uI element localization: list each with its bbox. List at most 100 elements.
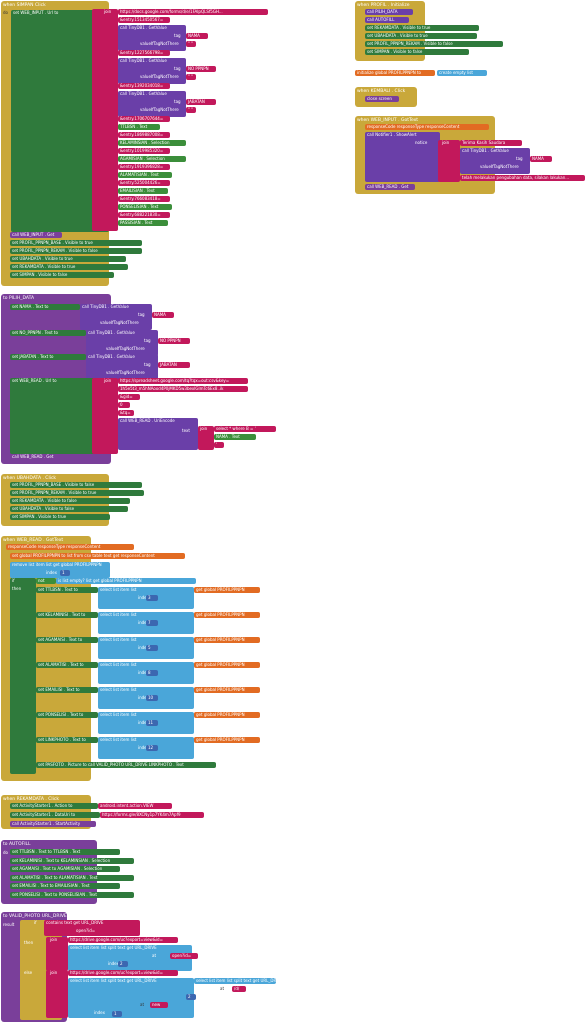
web-read-index-value[interactable]: 12: [146, 745, 158, 751]
pilih-set-nama[interactable]: set NAMA . Text to: [10, 304, 80, 310]
simpan-entry8[interactable]: &entry.525004426=: [118, 180, 170, 186]
rekamdata-l1[interactable]: set ActivityStarter1 . Action to: [10, 803, 98, 809]
web-read-pasfoto[interactable]: set PASFOTO . Picture to call VALID_PHOT…: [36, 762, 216, 768]
valid-photo-else-url[interactable]: https://drive.google.com/uc?export=view&…: [68, 970, 178, 976]
simpan-set-rekamdata[interactable]: set REKAMDATA . Visible to true: [10, 264, 128, 270]
web-read-get-global[interactable]: get global PROFILPPNPN: [194, 687, 260, 693]
ubahdata-l1[interactable]: set PROFIL_PPNPN_BASE . Visible to false: [10, 482, 142, 488]
simpan-entry7[interactable]: &entry.1919396828=: [118, 164, 170, 170]
ubahdata-l3[interactable]: set REKAMDATA . Visible to false: [10, 498, 130, 504]
simpan-entry10[interactable]: &entry.688221830=: [118, 212, 170, 218]
pilih-set-no[interactable]: set NO_PPNPN . Text to: [10, 330, 86, 336]
pilih-set-web-read[interactable]: set WEB_READ . Url to: [10, 378, 106, 454]
valid-photo-else-d[interactable]: /d/: [232, 986, 246, 992]
web-read-get-global[interactable]: get global PROFILPPNPN: [194, 612, 260, 618]
simpan-tinydb-jab[interactable]: call TinyDB1 . GetValue tag valueIfTagNo…: [118, 91, 186, 117]
pilih-zero[interactable]: 0: [118, 402, 130, 408]
pilih-key[interactable]: 1h5e5t3_m5hNAood4P0jMKD5w3bexIGlmTc6Ex8.…: [118, 386, 248, 392]
simpan-agamisian[interactable]: AGAMISIAN . Selection: [118, 156, 186, 162]
pilih-select[interactable]: select * where B = ': [214, 426, 276, 432]
rekamdata-action[interactable]: android.intent.action.VIEW: [98, 803, 172, 809]
pilih-inner-join[interactable]: join: [198, 426, 214, 450]
pilih-url[interactable]: https://spreadsheet.google.com/tq?tqx=ou…: [118, 378, 248, 384]
init-global-profil[interactable]: initialize global PROFILPPNPN to: [355, 70, 435, 76]
simpan-entry1[interactable]: &entry.1513450567=: [118, 17, 170, 23]
simpan-set-simpan[interactable]: set SIMPAN . Visible to false: [10, 272, 114, 278]
pilih-nama-literal[interactable]: NAMA: [152, 312, 174, 318]
simpan-entry2[interactable]: &entry.1227566798=: [118, 50, 170, 56]
web-read-set-row[interactable]: set AGAMAISI . Text to: [36, 637, 98, 643]
web-read-get-global[interactable]: get global PROFILPPNPN: [194, 737, 260, 743]
pilih-tinydb-nama[interactable]: call TinyDB1 . GetValue tag valueIfTagNo…: [80, 304, 152, 330]
pilih-nama-text[interactable]: NAMA . Text: [214, 434, 256, 440]
notifier-nama[interactable]: NAMA: [530, 156, 552, 162]
pilih-tinydb-jab[interactable]: call TinyDB1 . GetValue tag valueIfTagNo…: [86, 354, 158, 380]
rekamdata-l2[interactable]: set ActivityStarter1 . DataUri to: [10, 812, 100, 818]
pilih-jab-literal[interactable]: JABATAN: [158, 362, 190, 368]
notifier-done[interactable]: telah melakukan pengubahan data, silakan…: [460, 175, 585, 181]
pilih-call-get[interactable]: call WEB_READ . Get: [10, 454, 60, 460]
valid-photo-else-sel[interactable]: select list item list split text get URL…: [68, 978, 194, 1018]
simpan-entry3[interactable]: &entry.1392034018=: [118, 83, 170, 89]
valid-photo-else-join[interactable]: join: [46, 970, 68, 1018]
notifier-tinydb[interactable]: call TinyDB1 . GetValue tag valueIfTagNo…: [460, 148, 530, 174]
simpan-no-literal[interactable]: NO PPNPN: [186, 66, 216, 72]
simpan-tinydb-nama[interactable]: call TinyDB1 . GetValue tag valueIfTagNo…: [118, 25, 186, 51]
web-read-set-row[interactable]: set PONSELISI . Text to: [36, 712, 98, 718]
web-read-get-global[interactable]: get global PROFILPPNPN: [194, 587, 260, 593]
simpan-set-base[interactable]: set PROFIL_PPNPN_BASE . Visible to true: [10, 240, 142, 246]
notifier-thanks[interactable]: Terima Kasih Saudara: [460, 140, 522, 146]
kembali-close[interactable]: close screen: [365, 96, 399, 102]
pilih-set-jabatan[interactable]: set JABATAN . Text to: [10, 354, 86, 360]
simpan-empty2[interactable]: " ": [186, 74, 196, 80]
pilih-no-literal[interactable]: NO PPNPN: [158, 338, 190, 344]
web-read-set-row[interactable]: set ALAMATISI . Text to: [36, 662, 98, 668]
simpan-call-web-input[interactable]: call WEB_INPUT . Get: [10, 232, 62, 238]
simpan-jab-literal[interactable]: JABATAN: [186, 99, 216, 105]
pilih-join[interactable]: join: [92, 378, 118, 454]
valid-photo-else-inner[interactable]: select list item list split text get URL…: [194, 978, 276, 984]
profil-call-pilih[interactable]: call PILIH_DATA: [365, 9, 413, 15]
valid-photo-else-one[interactable]: 1: [112, 1011, 122, 1017]
web-read-get-global[interactable]: get global PROFILPPNPN: [194, 662, 260, 668]
simpan-kelaminsian[interactable]: KELAMINSIAN . Selection: [118, 140, 186, 146]
simpan-alamatisian[interactable]: ALAMATISIAN . Text: [118, 172, 172, 178]
web-read-if[interactable]: if then: [10, 578, 36, 774]
web-read-get-global[interactable]: get global PROFILPPNPN: [194, 637, 260, 643]
simpan-emailisian[interactable]: EMAILISIAN . Text: [118, 188, 168, 194]
profil-set-ubahdata[interactable]: set UBAHDATA . Visible to true: [365, 33, 477, 39]
pilih-tq[interactable]: &tq=: [118, 410, 134, 416]
autofill-row[interactable]: set TTLBSN . Text to TTLBSN . Text: [10, 849, 120, 855]
web-read-not[interactable]: not: [36, 578, 56, 584]
web-read-index-value[interactable]: 11: [146, 720, 158, 726]
simpan-entry4[interactable]: &entry.1706707644=: [118, 116, 170, 122]
profil-set-simpan[interactable]: set SIMPAN . Visible to false: [365, 49, 469, 55]
simpan-join[interactable]: join: [92, 9, 118, 231]
profil-set-rekam[interactable]: set PROFIL_PPNPN_REKAM . Visible to fals…: [365, 41, 503, 47]
web-read-index-value[interactable]: 8: [146, 670, 158, 676]
profil-call-autofill[interactable]: call AUTOFILL: [365, 17, 409, 23]
valid-photo-else-new[interactable]: new: [150, 1002, 168, 1008]
web-read-index-value[interactable]: 7: [146, 620, 158, 626]
pilih-gid[interactable]: &gid=: [118, 394, 140, 400]
rekamdata-l3[interactable]: call ActivityStarter1 . StartActivity: [10, 821, 96, 827]
notifier-join[interactable]: join: [438, 140, 460, 182]
web-input-call-web-read[interactable]: call WEB_READ . Get: [365, 184, 415, 190]
notifier-call[interactable]: call Notifier1 . ShowAlert notice: [365, 132, 440, 182]
autofill-row[interactable]: set PONSELISI . Text to PONSELISIAN . Te…: [10, 891, 134, 898]
web-read-remove-one[interactable]: 1: [60, 570, 70, 576]
ubahdata-l2[interactable]: set PROFIL_PPNPN_REKAM . Visible to true: [10, 490, 144, 496]
simpan-empty3[interactable]: " ": [186, 107, 196, 113]
pilih-uri-encode[interactable]: call WEB_READ . UriEncode text: [118, 418, 198, 450]
web-read-index-value[interactable]: 5: [146, 645, 158, 651]
profil-set-rekamdata[interactable]: set REKAMDATA . Visible to true: [365, 25, 479, 31]
simpan-ponselisian[interactable]: PONSELISIAN . Text: [118, 204, 172, 210]
simpan-set-rekam[interactable]: set PROFIL_PPNPN_REKAM . Visible to fals…: [10, 248, 142, 254]
autofill-row[interactable]: set ALAMATISI . Text to ALAMATISIAN . Te…: [10, 874, 134, 881]
valid-photo-then-two[interactable]: 2: [118, 961, 128, 967]
web-read-set-row[interactable]: set EMAILISI . Text to: [36, 687, 98, 693]
web-read-is-empty[interactable]: is list empty? list get global PROFILPPN…: [56, 578, 196, 584]
pilih-quote[interactable]: ': [214, 442, 224, 448]
web-read-get-global[interactable]: get global PROFILPPNPN: [194, 712, 260, 718]
autofill-row[interactable]: set EMAILISI . Text to EMAILISIAN . Text: [10, 883, 120, 889]
